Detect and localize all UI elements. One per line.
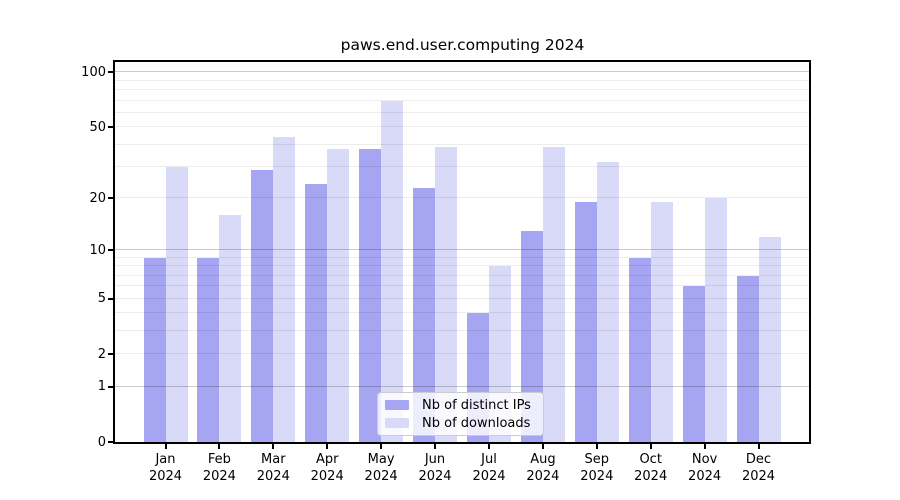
bar-downloads xyxy=(704,198,727,442)
bar-distinct-ips xyxy=(251,169,274,442)
gridline-minor xyxy=(115,353,809,354)
gridline-minor xyxy=(115,89,809,91)
gridline-minor xyxy=(115,256,809,258)
legend-swatch-distinct-ips xyxy=(385,400,409,410)
gridline-major xyxy=(115,71,809,73)
bar-downloads xyxy=(381,100,404,442)
x-tick-label: Apr 2024 xyxy=(310,452,344,484)
bar-distinct-ips xyxy=(520,230,543,442)
bar-downloads xyxy=(165,167,188,442)
bar-distinct-ips xyxy=(682,286,705,442)
gridline-major xyxy=(115,249,809,250)
bar-downloads xyxy=(327,148,350,442)
bar-downloads xyxy=(542,146,565,442)
bar-distinct-ips xyxy=(305,184,328,442)
gridline-minor xyxy=(115,330,809,331)
gridline-minor xyxy=(115,111,809,113)
x-tick-label: Sep 2024 xyxy=(580,452,614,484)
x-tick xyxy=(272,444,275,449)
bar-downloads xyxy=(273,137,296,442)
x-tick xyxy=(488,444,490,449)
x-tick xyxy=(595,444,598,449)
x-tick-label: Jan 2024 xyxy=(148,452,183,484)
legend: Nb of distinct IPs Nb of downloads xyxy=(377,392,544,436)
x-tick xyxy=(380,444,383,449)
x-tick-label: Jul 2024 xyxy=(472,452,506,484)
gridline-minor xyxy=(115,297,809,299)
y-tick-label: 20 xyxy=(89,190,106,206)
y-tick-label: 1 xyxy=(97,379,106,394)
bar-distinct-ips xyxy=(574,202,597,442)
gridline-minor xyxy=(115,285,809,287)
gridline-minor xyxy=(115,143,809,145)
legend-item-downloads: Nb of downloads xyxy=(385,415,531,431)
y-tick xyxy=(108,126,113,129)
y-tick-label: 2 xyxy=(97,346,106,362)
y-tick xyxy=(108,441,113,443)
x-tick xyxy=(164,444,167,449)
x-tick-label: Dec 2024 xyxy=(741,452,776,484)
x-tick-label: Nov 2024 xyxy=(688,452,722,484)
legend-label-distinct-ips: Nb of distinct IPs xyxy=(422,397,531,413)
bar-distinct-ips xyxy=(413,187,436,442)
gridline-minor xyxy=(115,79,809,81)
chart-title: paws.end.user.computing 2024 xyxy=(340,36,585,54)
y-tick-label: 100 xyxy=(81,64,106,80)
gridline-minor xyxy=(115,265,809,266)
x-tick xyxy=(218,444,221,449)
x-tick-label: Mar 2024 xyxy=(256,452,290,484)
gridline-minor xyxy=(115,126,809,128)
gridline-minor xyxy=(115,166,809,167)
gridline-major xyxy=(115,385,809,387)
bar-distinct-ips xyxy=(736,275,759,442)
x-tick-label: Feb 2024 xyxy=(202,452,236,484)
x-tick-label: Aug 2024 xyxy=(526,452,560,484)
x-tick-label: Jun 2024 xyxy=(418,452,452,484)
bar-distinct-ips xyxy=(628,257,651,442)
bar-downloads xyxy=(435,146,458,442)
y-tick-label: 50 xyxy=(89,119,106,135)
y-tick xyxy=(108,353,113,355)
y-tick xyxy=(108,71,113,74)
y-tick xyxy=(108,249,113,251)
x-tick xyxy=(541,444,544,449)
x-tick xyxy=(649,444,652,449)
gridline-minor xyxy=(115,197,809,199)
bar-distinct-ips xyxy=(359,148,382,442)
x-tick-label: Oct 2024 xyxy=(634,452,668,484)
y-tick-label: 10 xyxy=(89,242,106,258)
bar-downloads xyxy=(219,215,242,442)
y-tick xyxy=(108,385,113,388)
legend-label-downloads: Nb of downloads xyxy=(422,415,531,431)
x-tick xyxy=(434,444,436,449)
legend-swatch-downloads xyxy=(385,418,409,428)
y-tick-label: 0 xyxy=(97,434,106,450)
plot-area xyxy=(115,62,809,442)
y-tick-label: 5 xyxy=(97,291,106,306)
x-tick-label: May 2024 xyxy=(364,452,398,484)
bar-downloads xyxy=(650,202,673,442)
y-tick xyxy=(108,297,113,300)
gridline-minor xyxy=(115,312,809,314)
x-tick xyxy=(326,444,329,449)
gridline-minor xyxy=(115,274,809,276)
bar-distinct-ips xyxy=(143,257,166,442)
gridline-minor xyxy=(115,99,809,101)
y-tick xyxy=(108,197,113,200)
x-tick xyxy=(703,444,706,449)
bar-downloads xyxy=(596,162,619,442)
bar-downloads xyxy=(758,236,781,442)
legend-item-distinct-ips: Nb of distinct IPs xyxy=(385,397,531,413)
bar-distinct-ips xyxy=(197,257,220,442)
x-tick xyxy=(757,444,760,449)
